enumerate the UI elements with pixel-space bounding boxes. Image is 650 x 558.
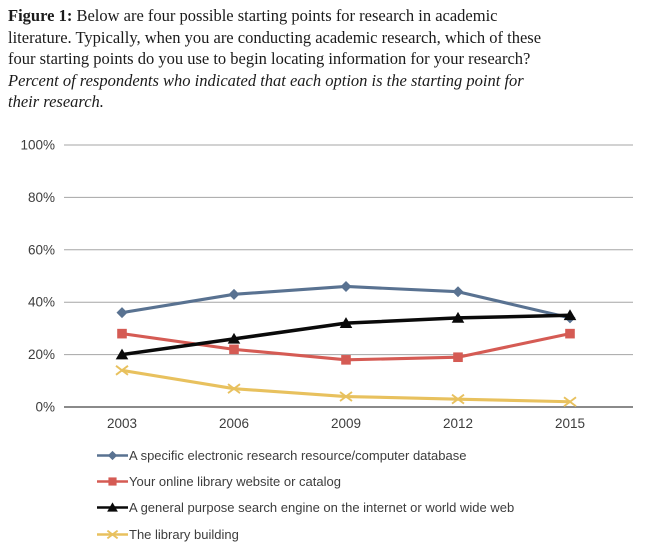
svg-text:2015: 2015 bbox=[555, 416, 585, 431]
figure-caption: Figure 1: Below are four possible starti… bbox=[8, 5, 646, 113]
legend-label: The library building bbox=[129, 526, 239, 542]
svg-text:2012: 2012 bbox=[443, 416, 473, 431]
legend-label: A specific electronic research resource/… bbox=[129, 447, 467, 463]
svg-text:0%: 0% bbox=[35, 400, 55, 415]
caption-line: Figure 1: Below are four possible starti… bbox=[8, 5, 646, 27]
legend-label: Your online library website or catalog bbox=[129, 474, 341, 490]
caption-text: Below are four possible starting points … bbox=[76, 6, 498, 25]
svg-text:2009: 2009 bbox=[331, 416, 361, 431]
caption-line: literature. Typically, when you are cond… bbox=[8, 27, 542, 47]
figure-label: Figure 1: bbox=[8, 6, 73, 25]
svg-text:2003: 2003 bbox=[107, 416, 137, 431]
svg-text:2006: 2006 bbox=[219, 416, 249, 431]
svg-text:40%: 40% bbox=[28, 295, 55, 310]
caption-line-italic: their research. bbox=[8, 92, 104, 111]
svg-text:80%: 80% bbox=[28, 190, 55, 205]
svg-text:100%: 100% bbox=[20, 138, 55, 153]
diamond-series-marker-icon bbox=[97, 450, 128, 460]
legend-item: A specific electronic research resource/… bbox=[97, 442, 514, 468]
caption-line: four starting points do you use to begin… bbox=[8, 49, 531, 68]
triangle-series-marker-icon bbox=[97, 502, 128, 513]
legend-label: A general purpose search engine on the i… bbox=[129, 500, 515, 516]
legend-item: A general purpose search engine on the i… bbox=[97, 495, 514, 521]
caption-line-italic: Percent of respondents who indicated tha… bbox=[8, 70, 524, 90]
chart-legend: A specific electronic research resource/… bbox=[97, 442, 514, 548]
square-series-marker-icon bbox=[97, 477, 128, 486]
legend-item: The library building bbox=[97, 521, 514, 547]
legend-item: Your online library website or catalog bbox=[97, 468, 514, 494]
x-series-marker-icon bbox=[97, 529, 128, 539]
svg-text:60%: 60% bbox=[28, 242, 55, 257]
svg-text:20%: 20% bbox=[28, 347, 55, 362]
